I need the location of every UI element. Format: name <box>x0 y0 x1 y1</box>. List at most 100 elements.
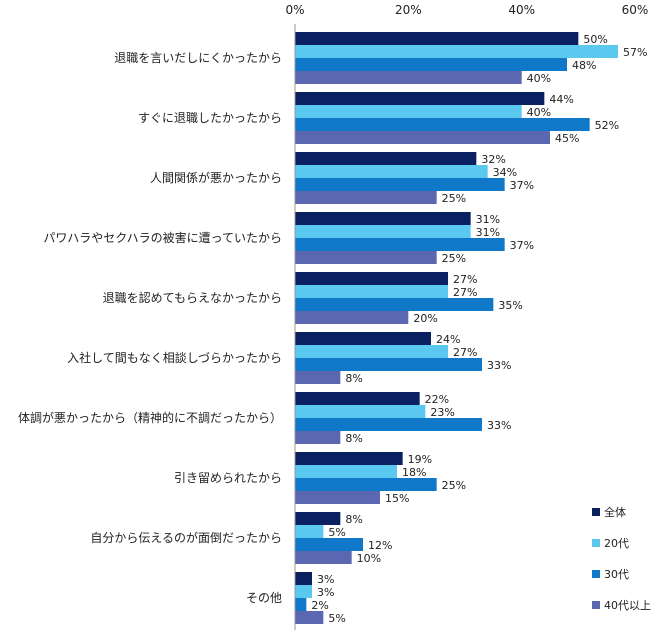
legend-label: 20代 <box>604 537 629 550</box>
bar-20代 <box>295 45 618 58</box>
bar-30代 <box>295 358 482 371</box>
category-label: 引き留められたから <box>174 471 282 485</box>
bar-40代以上 <box>295 251 437 264</box>
bar-全体 <box>295 572 312 585</box>
bar-20代 <box>295 345 448 358</box>
data-label: 31% <box>476 226 500 239</box>
bar-40代以上 <box>295 551 352 564</box>
data-label: 33% <box>487 359 511 372</box>
data-label: 3% <box>317 586 334 599</box>
category-label: 自分から伝えるのが面倒だったから <box>90 530 282 545</box>
bar-30代 <box>295 598 307 611</box>
bar-40代以上 <box>295 371 341 384</box>
data-label: 24% <box>436 333 460 346</box>
bar-20代 <box>295 525 324 538</box>
category-label: 退職を言いだしにくかったから <box>114 51 282 65</box>
data-label: 25% <box>442 192 466 205</box>
bar-20代 <box>295 285 448 298</box>
data-label: 48% <box>572 59 596 72</box>
bar-30代 <box>295 298 494 311</box>
bar-30代 <box>295 178 505 191</box>
data-label: 25% <box>442 479 466 492</box>
data-label: 27% <box>453 286 477 299</box>
data-label: 8% <box>345 372 362 385</box>
data-label: 32% <box>481 153 505 166</box>
data-label: 5% <box>328 526 345 539</box>
data-label: 37% <box>510 179 534 192</box>
legend-label: 40代以上 <box>604 599 651 612</box>
category-label: パワハラやセクハラの被害に遭っていたから <box>43 230 282 245</box>
bar-20代 <box>295 405 426 418</box>
x-tick-label: 60% <box>622 3 649 17</box>
x-tick-label: 20% <box>395 3 422 17</box>
data-label: 5% <box>328 612 345 625</box>
data-label: 15% <box>385 492 409 505</box>
legend-label: 全体 <box>604 505 626 519</box>
bar-40代以上 <box>295 131 550 144</box>
data-label: 50% <box>583 33 607 46</box>
data-label: 44% <box>549 93 573 106</box>
data-label: 25% <box>442 252 466 265</box>
bar-20代 <box>295 585 312 598</box>
x-tick-label: 0% <box>285 3 304 17</box>
legend-swatch-40代以上 <box>592 601 600 609</box>
category-label: 体調が悪かったから（精神的に不調だったから） <box>18 410 282 425</box>
category-label: 退職を認めてもらえなかったから <box>103 290 282 305</box>
bar-40代以上 <box>295 71 522 84</box>
bar-20代 <box>295 105 522 118</box>
bar-全体 <box>295 332 431 345</box>
bar-全体 <box>295 512 341 525</box>
data-label: 8% <box>345 513 362 526</box>
category-label: その他 <box>246 591 282 605</box>
data-label: 40% <box>527 72 551 85</box>
data-label: 20% <box>413 312 437 325</box>
category-label: すぐに退職したかったから <box>138 111 282 125</box>
bar-30代 <box>295 478 437 491</box>
bar-40代以上 <box>295 611 324 624</box>
legend-label: 30代 <box>604 568 629 581</box>
bar-30代 <box>295 118 590 131</box>
data-label: 22% <box>425 393 449 406</box>
category-label: 人間関係が悪かったから <box>150 170 282 185</box>
data-label: 31% <box>476 213 500 226</box>
bar-20代 <box>295 225 471 238</box>
category-label: 入社して間もなく相談しづらかったから <box>67 350 282 365</box>
bar-30代 <box>295 238 505 251</box>
data-label: 45% <box>555 132 579 145</box>
bar-20代 <box>295 465 397 478</box>
data-label: 8% <box>345 432 362 445</box>
bar-30代 <box>295 538 363 551</box>
bar-全体 <box>295 392 420 405</box>
bar-40代以上 <box>295 431 341 444</box>
category-labels: 退職を言いだしにくかったからすぐに退職したかったから人間関係が悪かったからパワハ… <box>18 51 282 605</box>
x-tick-label: 40% <box>508 3 535 17</box>
bar-30代 <box>295 418 482 431</box>
bar-全体 <box>295 452 403 465</box>
bar-全体 <box>295 92 545 105</box>
data-label: 10% <box>357 552 381 565</box>
bar-全体 <box>295 32 579 45</box>
data-label: 40% <box>527 106 551 119</box>
bar-40代以上 <box>295 311 409 324</box>
bar-全体 <box>295 272 448 285</box>
legend: 全体 20代 30代 40代以上 <box>592 505 651 612</box>
data-label: 57% <box>623 46 647 59</box>
data-label: 12% <box>368 539 392 552</box>
data-label: 33% <box>487 419 511 432</box>
bars: 50%57%48%40%44%40%52%45%32%34%37%25%31%3… <box>295 32 647 625</box>
bar-40代以上 <box>295 491 380 504</box>
data-label: 35% <box>498 299 522 312</box>
bar-20代 <box>295 165 488 178</box>
data-label: 37% <box>510 239 534 252</box>
bar-40代以上 <box>295 191 437 204</box>
data-label: 52% <box>595 119 619 132</box>
data-label: 19% <box>408 453 432 466</box>
data-label: 27% <box>453 346 477 359</box>
data-label: 3% <box>317 573 334 586</box>
legend-swatch-全体 <box>592 508 600 516</box>
x-axis-ticks: 0% 20% 40% 60% <box>285 3 648 17</box>
data-label: 27% <box>453 273 477 286</box>
legend-swatch-30代 <box>592 570 600 578</box>
